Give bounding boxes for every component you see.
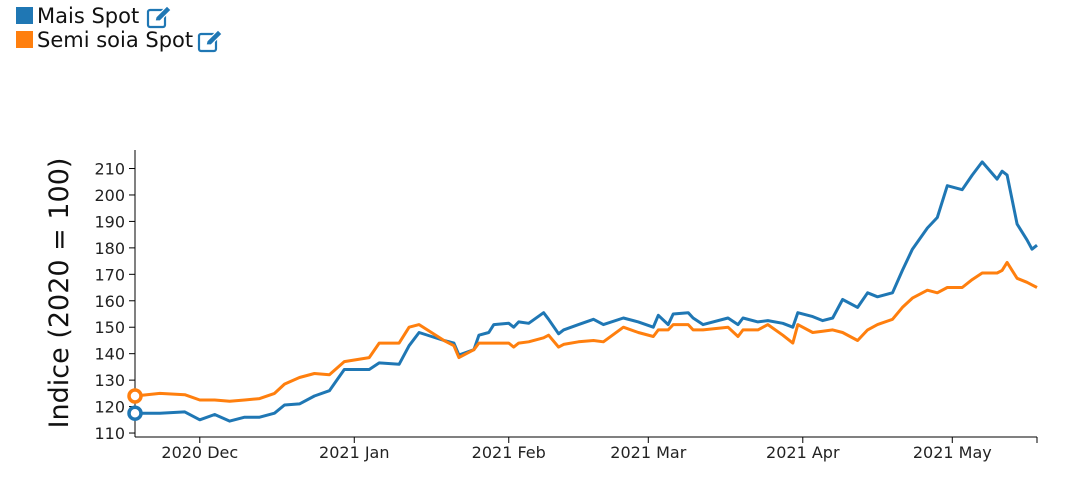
legend-label: Mais Spot bbox=[37, 4, 139, 28]
edit-icon[interactable] bbox=[197, 29, 223, 53]
y-tick-label: 130 bbox=[94, 371, 125, 390]
y-tick-label: 120 bbox=[94, 398, 125, 417]
start-marker bbox=[127, 388, 143, 404]
x-tick-label: 2021 Jan bbox=[319, 443, 389, 462]
x-tick-label: 2020 Dec bbox=[161, 443, 238, 462]
start-marker bbox=[127, 405, 143, 421]
y-tick-label: 160 bbox=[94, 292, 125, 311]
x-tick-label: 2021 Mar bbox=[610, 443, 686, 462]
y-axis-label: Indice (2020 = 100) bbox=[44, 158, 75, 429]
series-line bbox=[135, 160, 1038, 423]
x-tick-label: 2021 Feb bbox=[472, 443, 546, 462]
y-tick-label: 200 bbox=[94, 186, 125, 205]
y-tick-label: 140 bbox=[94, 345, 125, 364]
x-tick-label: 2021 Apr bbox=[766, 443, 840, 462]
legend-swatch bbox=[16, 31, 33, 48]
y-tick-label: 170 bbox=[94, 265, 125, 284]
legend-label: Semi soia Spot bbox=[37, 28, 193, 52]
y-tick-label: 190 bbox=[94, 212, 125, 231]
x-tick-label: 2021 May bbox=[913, 443, 992, 462]
y-tick-label: 150 bbox=[94, 318, 125, 337]
y-tick-label: 180 bbox=[94, 239, 125, 258]
y-tick-label: 210 bbox=[94, 160, 125, 179]
series-line bbox=[134, 260, 1038, 403]
y-tick-label: 110 bbox=[94, 424, 125, 443]
legend: Mais Spot Semi soia Spot bbox=[16, 4, 223, 53]
legend-swatch bbox=[16, 7, 33, 24]
edit-icon[interactable] bbox=[146, 5, 172, 29]
